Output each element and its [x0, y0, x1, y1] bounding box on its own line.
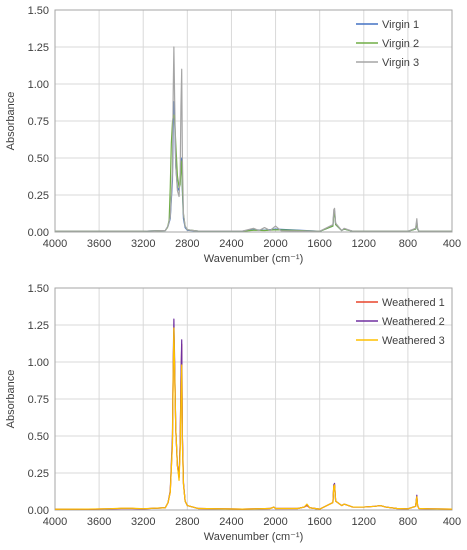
y-tick-label: 1.25 [28, 42, 49, 54]
y-tick-label: 1.50 [28, 283, 49, 295]
x-axis-title: Wavenumber (cm⁻¹) [204, 531, 304, 543]
x-tick-label: 800 [399, 238, 417, 250]
x-tick-label: 2400 [219, 238, 243, 250]
plot-frame [54, 287, 453, 511]
y-tick-label: 1.50 [28, 5, 49, 17]
x-tick-label: 400 [443, 516, 461, 528]
y-tick-label: 0.00 [28, 227, 49, 239]
x-tick-label: 1200 [352, 238, 376, 250]
x-tick-label: 3600 [87, 238, 111, 250]
x-tick-label: 4000 [43, 238, 67, 250]
x-tick-label: 3600 [87, 516, 111, 528]
y-tick-label: 1.00 [28, 79, 49, 91]
y-tick-label: 0.75 [28, 116, 49, 128]
x-tick-label: 4000 [43, 516, 67, 528]
y-tick-label: 0.75 [28, 394, 49, 406]
y-tick-label: 0.25 [28, 468, 49, 480]
y-tick-label: 0.00 [28, 505, 49, 517]
plot-frame [54, 9, 453, 233]
series-line-2 [55, 114, 452, 232]
x-tick-label: 1600 [307, 238, 331, 250]
x-tick-label: 2400 [219, 516, 243, 528]
series-line-1 [55, 331, 453, 510]
y-tick-label: 0.25 [28, 190, 49, 202]
chart-weathered: 4000 3600 3200 2800 2400 2000 1600 1200 800 400 0.… [5, 283, 461, 543]
series-line-2 [55, 318, 453, 510]
legend-label-2: Virgin 2 [382, 38, 419, 50]
x-tick-label: 2800 [175, 516, 199, 528]
legend-label-3: Virgin 3 [382, 57, 419, 69]
y-tick-label: 0.50 [28, 153, 49, 165]
x-tick-label: 400 [443, 238, 461, 250]
y-tick-label: 1.25 [28, 320, 49, 332]
legend-label-1: Virgin 1 [382, 19, 419, 31]
y-axis-title: Absorbance [5, 370, 17, 429]
x-tick-label: 2000 [263, 516, 287, 528]
series-line-3 [55, 46, 452, 232]
y-axis-title: Absorbance [5, 92, 17, 151]
x-tick-label: 800 [399, 516, 417, 528]
x-axis-title: Wavenumber (cm⁻¹) [204, 253, 304, 265]
x-tick-label: 2000 [263, 238, 287, 250]
legend-label-3: Weathered 3 [382, 335, 445, 347]
chart-virgin: 4000 3600 3200 2800 2400 2000 1600 1200 800 400 0.… [5, 5, 461, 265]
legend-label-2: Weathered 2 [382, 316, 445, 328]
x-tick-label: 3200 [131, 238, 155, 250]
x-tick-label: 1200 [352, 516, 376, 528]
x-tick-label: 2800 [175, 238, 199, 250]
x-tick-label: 1600 [307, 516, 331, 528]
y-tick-label: 1.00 [28, 357, 49, 369]
series-line-3 [54, 327, 453, 510]
y-tick-label: 0.50 [28, 431, 49, 443]
x-tick-label: 3200 [131, 516, 155, 528]
legend-label-1: Weathered 1 [382, 297, 445, 309]
